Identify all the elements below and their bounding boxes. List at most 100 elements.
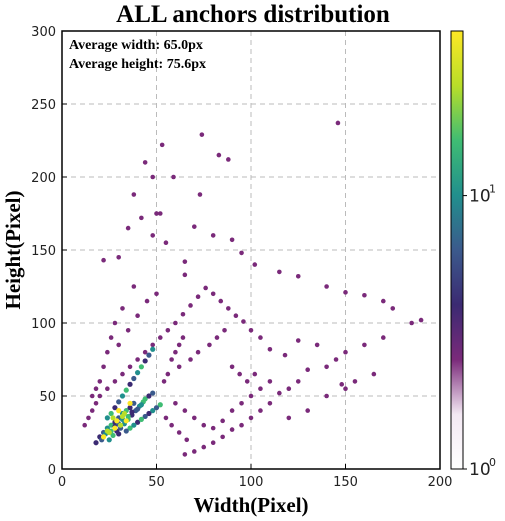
y-tick-label: 100 <box>31 317 56 332</box>
data-point <box>176 430 182 435</box>
data-point-dense <box>131 422 137 428</box>
x-axis: 0 50 100 150 200 <box>58 464 452 490</box>
colorbar-tick-label: 10 <box>469 187 491 207</box>
data-points <box>82 120 424 457</box>
data-point <box>150 174 156 180</box>
data-point-dense <box>127 425 133 431</box>
data-point-dense <box>123 387 129 393</box>
data-point <box>182 408 188 413</box>
data-point-bright <box>104 428 110 434</box>
data-point-dense <box>127 381 133 387</box>
data-point <box>169 422 174 428</box>
data-point <box>239 250 244 256</box>
data-point <box>214 335 220 340</box>
data-point <box>127 364 133 370</box>
data-point <box>362 292 367 298</box>
y-tick-label: 300 <box>31 25 56 40</box>
data-point <box>176 342 182 348</box>
data-point-dense <box>116 431 122 437</box>
data-point-dense <box>93 440 99 446</box>
data-point <box>165 371 171 377</box>
data-point <box>352 379 358 384</box>
data-point <box>97 379 103 384</box>
data-point <box>150 342 156 348</box>
data-point <box>82 422 87 428</box>
data-point <box>135 357 140 362</box>
data-point <box>173 349 178 355</box>
data-point-dense <box>150 408 156 414</box>
x-tick-label: 100 <box>239 475 264 490</box>
data-point <box>101 257 106 263</box>
data-point <box>97 393 103 399</box>
colorbar-tick-label: 10 <box>469 460 491 480</box>
data-point-dense <box>125 413 131 420</box>
data-point <box>226 306 231 311</box>
data-point <box>112 320 118 326</box>
data-point <box>324 284 329 289</box>
y-axis-label: Height(Pixel) <box>1 191 25 310</box>
data-point <box>210 425 216 431</box>
data-point-dense <box>157 402 163 408</box>
data-point <box>244 379 250 384</box>
data-point <box>116 342 121 348</box>
data-point <box>201 422 207 428</box>
data-point <box>163 415 169 421</box>
data-point-bright <box>114 418 120 424</box>
data-point <box>335 120 341 126</box>
data-point <box>150 233 156 238</box>
data-point-bright <box>110 415 116 421</box>
data-point <box>188 357 193 362</box>
data-point <box>237 371 242 377</box>
data-point <box>418 317 424 323</box>
data-point-dense <box>150 390 156 396</box>
data-point <box>222 328 227 333</box>
data-point <box>248 393 254 399</box>
data-point <box>154 291 159 297</box>
data-point <box>161 379 167 384</box>
y-axis: 0 50 100 150 200 250 300 <box>31 25 67 478</box>
data-point <box>286 386 292 392</box>
data-point-dense <box>138 416 144 422</box>
data-point <box>101 364 106 370</box>
data-point <box>343 290 348 295</box>
data-point <box>333 357 339 362</box>
data-point <box>131 284 137 289</box>
colorbar <box>450 30 464 470</box>
colorbar-tick-exponent: 1 <box>489 183 496 196</box>
data-point <box>295 338 301 343</box>
data-point-bright <box>116 408 122 414</box>
x-tick-label: 50 <box>148 475 165 490</box>
data-point <box>86 415 91 421</box>
data-point <box>409 320 414 326</box>
data-point <box>343 386 348 392</box>
data-point <box>229 364 235 370</box>
x-tick-label: 0 <box>58 475 66 490</box>
data-point <box>125 225 131 231</box>
data-point <box>381 335 386 340</box>
data-point-dense <box>131 400 137 406</box>
data-point <box>282 352 288 358</box>
data-point <box>267 401 273 406</box>
data-point-dense <box>142 396 148 402</box>
data-point-dense <box>153 405 160 411</box>
data-point <box>116 254 121 260</box>
annotation-average-width: Average width: 65.0px <box>69 38 203 53</box>
data-point <box>165 328 171 333</box>
data-point <box>239 401 244 406</box>
data-point <box>305 367 311 373</box>
data-point <box>295 379 301 384</box>
x-tick-label: 150 <box>333 475 358 490</box>
data-point <box>381 298 386 304</box>
data-point <box>144 298 150 304</box>
data-point <box>142 160 148 165</box>
data-point <box>220 434 225 440</box>
data-point-dense <box>146 393 152 399</box>
data-point <box>180 311 186 317</box>
y-tick-label: 0 <box>48 463 56 478</box>
y-tick-label: 250 <box>31 98 56 113</box>
data-point <box>229 408 235 413</box>
data-point <box>339 382 345 387</box>
data-point-bright <box>127 400 133 406</box>
